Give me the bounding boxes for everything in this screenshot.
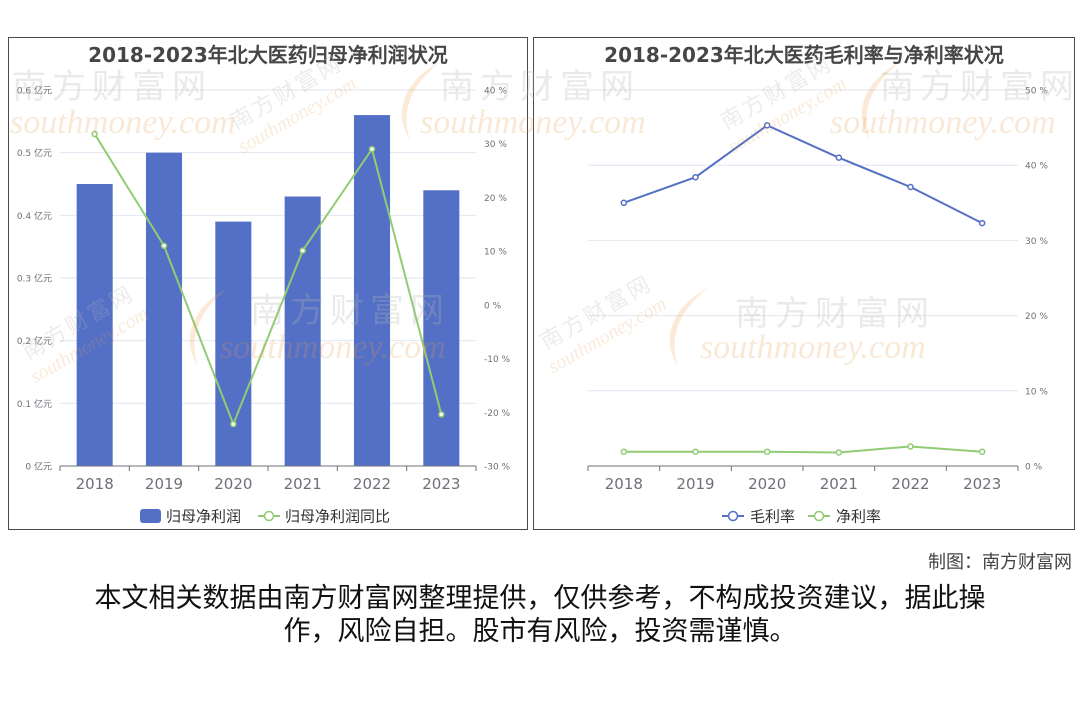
y-axis-left-tick-label: 0.4 亿元 — [17, 210, 52, 222]
margin-chart: 2018-2023年北大医药毛利率与净利率状况 0 % 10 % 20 % 30 % 40… — [587, 43, 1048, 526]
y-axis-right-tick-label: 40 % — [484, 87, 507, 97]
net-profit-chart: 2018-2023年北大医药归母净利润状况 0 亿元 0.1 亿元 0.2 亿元 0.3… — [17, 43, 511, 526]
x-axis-category-label: 2019 — [676, 475, 714, 493]
net-profit-yoy-point-2018 — [91, 130, 98, 138]
x-axis-category-label: 2021 — [284, 475, 322, 493]
net-profit-chart-panel: 2018-2023年北大医药归母净利润状况 0 亿元 0.1 亿元 0.2 亿元 0.3… — [8, 37, 528, 530]
y-axis-left-tick-label: 0.2 亿元 — [17, 335, 52, 347]
net-profit-yoy-point-2019 — [160, 242, 168, 250]
chart-credit: 制图：南方财富网 — [928, 552, 1072, 572]
net-margin-point-2020 — [763, 448, 771, 455]
net-profit-yoy-point-2023 — [438, 411, 445, 418]
net-profit-yoy-point-2022 — [368, 145, 376, 153]
legend-item-net-margin: 净利率 — [808, 508, 881, 526]
legend-swatch — [140, 509, 161, 523]
net-profit-bar-2018 — [76, 184, 113, 466]
y-axis-right-tick-label: -10 % — [484, 355, 511, 365]
x-axis-category-label: 2021 — [820, 475, 858, 493]
net-margin-point-2023 — [978, 448, 986, 455]
net-margin-point-2019 — [692, 448, 699, 455]
y-axis-right-tick-label: -30 % — [484, 463, 511, 473]
net-margin-line — [623, 445, 983, 454]
gross-margin-point-2023 — [978, 219, 986, 227]
y-axis-left-tick-label: 0 亿元 — [25, 461, 52, 473]
legend-label: 毛利率 — [750, 508, 795, 526]
net-margin-point-2021 — [835, 449, 843, 456]
legend-item-net-profit-yoy: 归母净利润同比 — [258, 508, 390, 526]
gross-margin-line — [623, 124, 983, 224]
gross-margin-point-2021 — [835, 154, 843, 161]
y-axis-right-tick-label: 30 % — [484, 140, 507, 150]
y-axis-right-tick-label: 0 % — [1025, 463, 1043, 473]
gross-margin-point-2020 — [763, 122, 771, 129]
gross-margin-point-2022 — [907, 183, 914, 191]
net-profit-bar-2023 — [423, 190, 460, 466]
legend-item-gross-margin: 毛利率 — [722, 508, 795, 526]
gross-margin-point-2019 — [692, 173, 699, 181]
margin-chart-panel: 2018-2023年北大医药毛利率与净利率状况 0 % 10 % 20 % 30 % 40… — [533, 37, 1075, 530]
y-axis-right-tick-label: 0 % — [484, 301, 502, 311]
y-axis-left-tick-label: 0.1 亿元 — [17, 398, 52, 410]
y-axis-right-tick-label: 40 % — [1025, 162, 1048, 172]
y-axis-right-tick-label: 10 % — [1025, 387, 1048, 397]
net-profit-bar-2021 — [284, 196, 321, 467]
x-axis-category-label: 2018 — [76, 475, 114, 493]
x-axis-category-label: 2023 — [963, 475, 1001, 493]
x-axis-category-label: 2019 — [145, 475, 183, 493]
x-axis-category-label: 2018 — [605, 475, 643, 493]
legend-marker — [263, 510, 275, 522]
y-axis-right-tick-label: 50 % — [1025, 87, 1048, 97]
legend-label: 归母净利润 — [166, 508, 241, 526]
legend-label: 净利率 — [836, 508, 881, 526]
legend-marker — [727, 510, 739, 522]
x-axis-category-label: 2020 — [748, 475, 786, 493]
gross-margin-point-2018 — [620, 199, 628, 207]
net-margin-point-2022 — [907, 443, 914, 450]
net-profit-yoy-point-2021 — [299, 247, 306, 254]
chart-title: 2018-2023年北大医药归母净利润状况 — [88, 43, 448, 67]
legend-marker — [813, 510, 825, 522]
chart-title: 2018-2023年北大医药毛利率与净利率状况 — [604, 43, 1004, 67]
y-axis-right-tick-label: -20 % — [484, 409, 511, 419]
net-profit-bar-2019 — [145, 152, 183, 466]
x-axis-category-label: 2020 — [214, 475, 252, 493]
y-axis-right-tick-label: 10 % — [484, 248, 507, 258]
net-profit-yoy-point-2020 — [230, 420, 237, 428]
x-axis-category-label: 2022 — [353, 475, 391, 493]
y-axis-left-tick-label: 0.3 亿元 — [17, 273, 52, 285]
net-profit-bar-2022 — [353, 115, 391, 467]
x-axis-category-label: 2023 — [422, 475, 460, 493]
y-axis-right-tick-label: 20 % — [484, 194, 507, 204]
net-profit-bar-2020 — [215, 221, 252, 466]
legend-label: 归母净利润同比 — [285, 508, 390, 526]
disclaimer-text: 本文相关数据由南方财富网整理提供，仅供参考，不构成投资建议，据此操作，风险自担。… — [94, 583, 986, 646]
x-axis-category-label: 2022 — [891, 475, 929, 493]
y-axis-right-tick-label: 30 % — [1025, 237, 1048, 247]
net-profit-yoy-line — [93, 133, 443, 426]
y-axis-left-tick-label: 0.5 亿元 — [17, 147, 52, 159]
y-axis-left-tick-label: 0.6 亿元 — [17, 85, 52, 97]
legend-item-net-profit: 归母净利润 — [140, 508, 241, 526]
y-axis-right-tick-label: 20 % — [1025, 312, 1048, 322]
net-margin-point-2018 — [620, 448, 628, 455]
